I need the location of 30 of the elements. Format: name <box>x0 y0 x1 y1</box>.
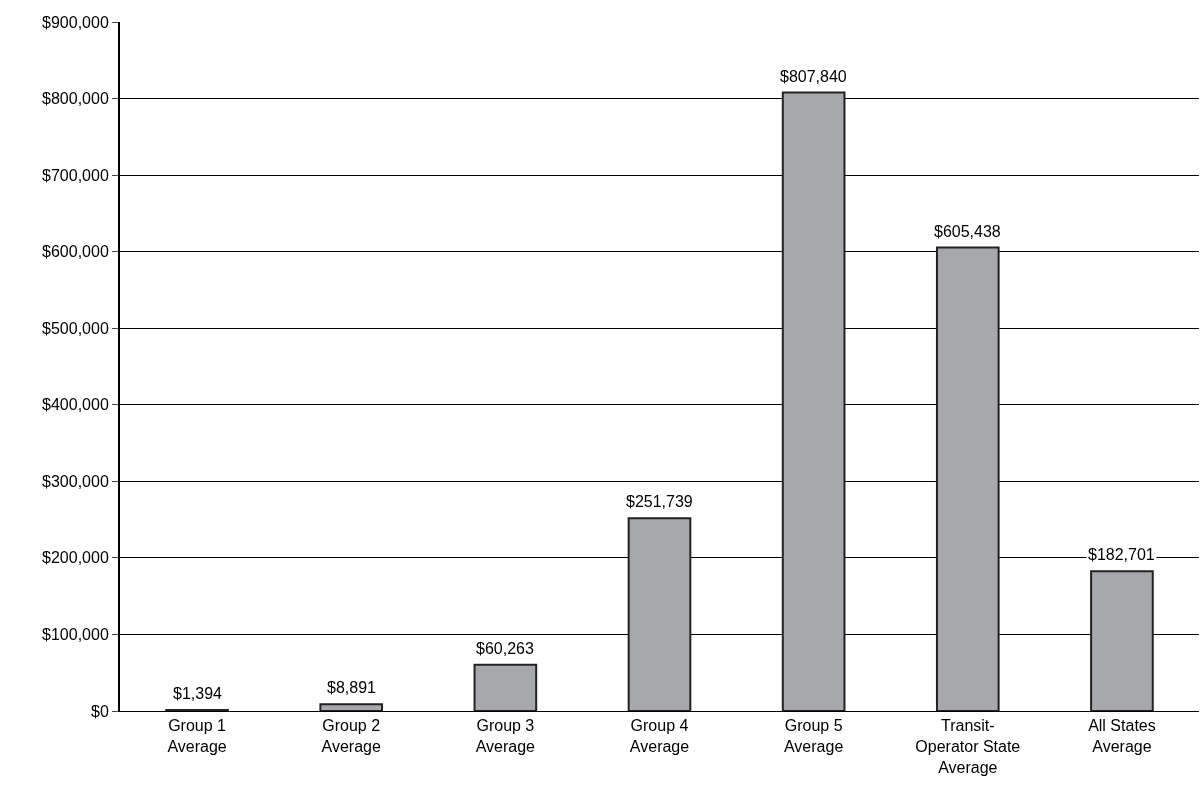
y-tick-label: $0 <box>91 702 109 720</box>
x-tick-label: Group 3 Average <box>475 717 536 755</box>
data-label: $60,263 <box>476 640 534 657</box>
x-tick-label: Group 4 Average <box>629 717 690 755</box>
data-label: $182,701 <box>1088 546 1155 563</box>
y-tick-label: $700,000 <box>42 166 109 184</box>
y-tick-label: $600,000 <box>42 243 109 261</box>
bar <box>627 517 692 711</box>
bar <box>473 663 538 711</box>
y-tick-label: $100,000 <box>42 626 109 644</box>
data-label: $251,739 <box>626 493 693 510</box>
y-tick-label: $500,000 <box>42 319 109 337</box>
data-label: $807,840 <box>780 68 847 85</box>
y-tick-label: $800,000 <box>42 90 109 108</box>
y-tick-label: $400,000 <box>42 396 109 414</box>
x-tick-label: Group 2 Average <box>321 717 381 755</box>
bar <box>935 246 1000 711</box>
x-tick-label: All States Average <box>1088 717 1156 755</box>
y-tick-label: $300,000 <box>42 472 109 490</box>
bar <box>319 703 384 711</box>
y-tick-label: $200,000 <box>42 549 109 567</box>
y-tick-label: $900,000 <box>42 13 109 31</box>
bar <box>1090 570 1154 711</box>
x-tick-label: Group 1 Average <box>167 717 227 755</box>
bar <box>781 91 846 711</box>
data-label: $8,891 <box>327 679 377 696</box>
data-label: $605,438 <box>934 223 1001 240</box>
x-tick-label: Transit- Operator State Average <box>915 717 1021 776</box>
x-tick-label: Group 5 Average <box>783 717 844 755</box>
data-label: $1,394 <box>173 685 223 702</box>
